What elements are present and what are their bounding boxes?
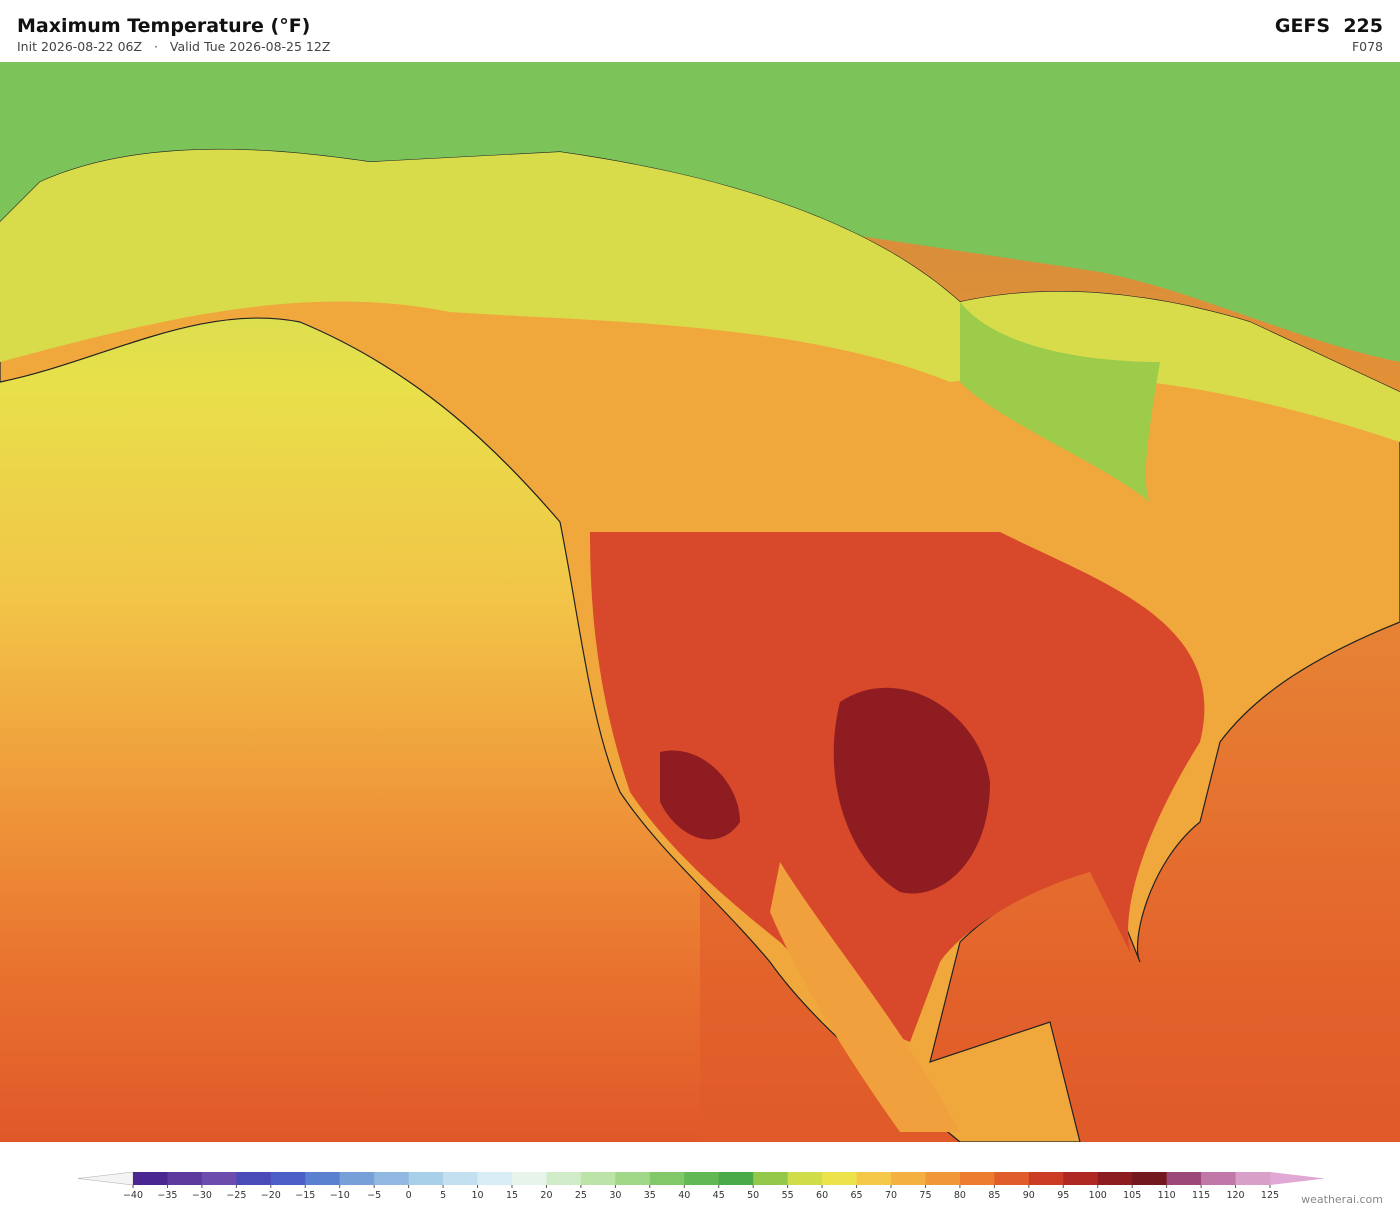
map (0, 62, 1400, 1142)
tick-label: 0 (406, 1190, 412, 1201)
color-swatch (305, 1172, 341, 1185)
tick-label: 5 (440, 1190, 446, 1201)
color-swatch (408, 1172, 444, 1185)
tick-label: 100 (1089, 1190, 1107, 1201)
tick-label: 40 (678, 1190, 690, 1201)
color-swatch (822, 1172, 858, 1185)
color-swatch (374, 1172, 410, 1185)
color-swatch (787, 1172, 823, 1185)
tick-label: 35 (644, 1190, 656, 1201)
tick-label: −20 (261, 1190, 281, 1201)
tick-label: 125 (1261, 1190, 1279, 1201)
tick-label: 90 (1023, 1190, 1035, 1201)
hudson-bay (960, 302, 1160, 502)
tick-label: 50 (747, 1190, 759, 1201)
tick-label: 105 (1123, 1190, 1141, 1201)
colorbar: −40 −35 −30 −25 −20 −15 −10 −5 0 5 10 15 20 25 30 35 40 4… (77, 1171, 1325, 1201)
color-swatch (615, 1172, 651, 1185)
color-swatch (753, 1172, 789, 1185)
color-swatch (925, 1172, 961, 1185)
color-swatch (546, 1172, 582, 1185)
tick-label: 85 (988, 1190, 1000, 1201)
init-time: Init 2026-08-22 06Z (17, 39, 143, 54)
color-swatch (1063, 1172, 1099, 1185)
color-swatch (133, 1172, 168, 1185)
color-swatch (959, 1172, 995, 1185)
under-extension (77, 1171, 134, 1186)
over-extension (1270, 1172, 1325, 1185)
tick-label: 110 (1158, 1190, 1176, 1201)
tick-label: −15 (295, 1190, 315, 1201)
tick-label: −35 (157, 1190, 177, 1201)
tick-label: 45 (713, 1190, 725, 1201)
color-swatch (580, 1172, 616, 1185)
color-swatch (443, 1172, 479, 1185)
subtitle: Init 2026-08-22 06Z · Valid Tue 2026-08-… (17, 39, 330, 54)
tick-label: 25 (575, 1190, 587, 1201)
color-swatch (891, 1172, 926, 1185)
color-swatch (270, 1172, 306, 1185)
color-swatch (236, 1172, 272, 1185)
color-swatch (1235, 1172, 1271, 1185)
map-title: Maximum Temperature (°F) (17, 15, 311, 37)
arctic (0, 62, 1400, 362)
tick-label: 75 (919, 1190, 931, 1201)
desert-heat (660, 750, 740, 840)
tick-label: −25 (226, 1190, 246, 1201)
credit: weatherai.com (1301, 1193, 1383, 1206)
tick-label: −30 (192, 1190, 212, 1201)
color-swatch (649, 1172, 685, 1185)
tick-label: 115 (1192, 1190, 1210, 1201)
tick-label: 120 (1226, 1190, 1244, 1201)
tick-label: 80 (954, 1190, 966, 1201)
color-swatch (856, 1172, 892, 1185)
color-swatch (201, 1172, 237, 1185)
color-swatch (1097, 1172, 1133, 1185)
color-swatch (167, 1172, 203, 1185)
tick-label: −40 (123, 1190, 143, 1201)
tick-label: 10 (471, 1190, 483, 1201)
forecast-hour: F078 (1351, 39, 1383, 54)
color-swatch (684, 1172, 720, 1185)
tick-label: 55 (782, 1190, 794, 1201)
color-swatch (477, 1172, 513, 1185)
color-swatch (339, 1172, 375, 1185)
color-swatch (994, 1172, 1030, 1185)
tick-label: 30 (609, 1190, 621, 1201)
valid-time: Valid Tue 2026-08-25 12Z (169, 39, 331, 54)
tick-label: 65 (850, 1190, 862, 1201)
tick-label: 70 (885, 1190, 897, 1201)
color-swatch (718, 1172, 754, 1185)
tick-label: 15 (506, 1190, 518, 1201)
tick-label: 20 (540, 1190, 552, 1201)
separator: · (153, 39, 158, 54)
tick-label: −5 (367, 1190, 381, 1201)
color-swatch (1132, 1172, 1168, 1185)
tick-label: 95 (1057, 1190, 1069, 1201)
tick-label: 60 (816, 1190, 828, 1201)
color-swatch (1028, 1172, 1064, 1185)
model-name: GEFS 225 (1274, 15, 1383, 37)
color-swatch (1166, 1172, 1202, 1185)
tick-label: −10 (330, 1190, 350, 1201)
color-swatch (512, 1172, 547, 1185)
heat-core (833, 687, 990, 894)
color-swatch (1201, 1172, 1237, 1185)
mexico-plateau (770, 862, 960, 1132)
